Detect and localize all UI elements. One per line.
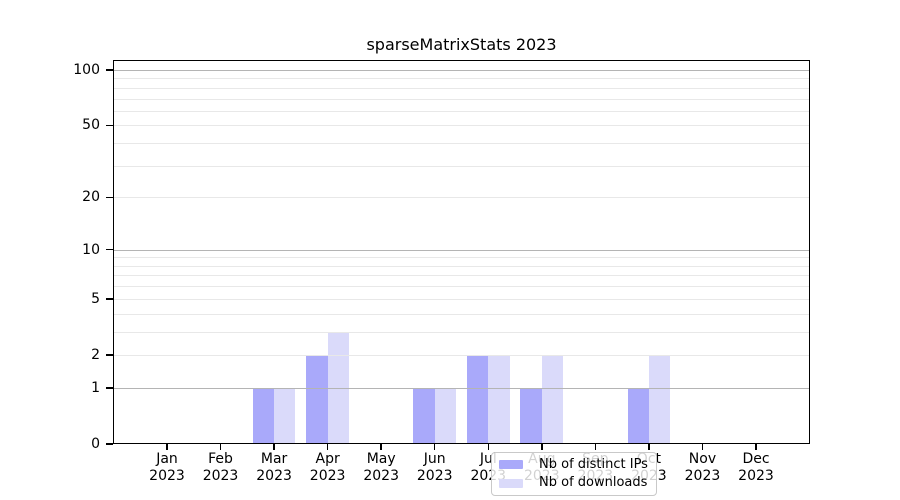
gridline-minor (113, 165, 810, 167)
y-tick-mark (106, 248, 113, 251)
x-tick-mark (326, 444, 329, 450)
gridline-minor (113, 110, 810, 112)
gridline-minor (113, 286, 810, 288)
y-tick-label: 5 (91, 290, 100, 307)
x-tick-label: Apr 2023 (309, 451, 346, 484)
bar-aug-2023-s0 (520, 387, 542, 444)
bar-jul-2023-s1 (488, 354, 510, 444)
gridline-decade (113, 249, 810, 251)
x-tick-mark (594, 444, 597, 450)
plot-area: Nb of distinct IPs Nb of downloads (113, 60, 810, 496)
y-tick-label: 1 (91, 379, 100, 396)
x-tick-mark (648, 444, 650, 450)
y-tick-mark (106, 354, 113, 356)
gridline-minor (113, 87, 810, 89)
bar-jun-2023-s0 (413, 387, 435, 444)
y-tick-label: 50 (82, 117, 100, 134)
gridline-decade (113, 70, 810, 71)
x-tick-label: Jan 2023 (149, 451, 185, 484)
x-tick-label: Dec 2023 (738, 451, 774, 484)
gridline-minor (113, 265, 810, 267)
bar-apr-2023-s1 (327, 331, 350, 444)
gridline-minor (113, 78, 810, 80)
y-tick-mark (106, 443, 113, 445)
bar-jun-2023-s1 (434, 387, 457, 444)
legend-swatch-distinct-ips (499, 460, 523, 470)
gridline-minor (113, 143, 810, 145)
grid-layer (113, 60, 810, 444)
x-tick-mark (541, 444, 543, 450)
y-tick-mark (106, 69, 113, 71)
bar-apr-2023-s0 (306, 354, 328, 444)
gridline-minor (113, 313, 810, 315)
x-tick-label: Jun 2023 (416, 451, 453, 484)
x-tick-label: Feb 2023 (202, 451, 239, 484)
y-tick-mark (106, 196, 113, 199)
y-tick-mark (106, 298, 113, 300)
x-tick-mark (273, 444, 275, 450)
x-tick-mark (219, 444, 222, 450)
x-tick-label: May 2023 (363, 451, 399, 484)
x-tick-mark (755, 444, 757, 450)
bar-mar-2023-s0 (252, 387, 275, 444)
y-tick-mark (106, 387, 113, 389)
gridline-minor (113, 98, 810, 100)
y-tick-label: 2 (91, 346, 100, 363)
y-tick-label: 10 (82, 241, 100, 258)
chart-title: sparseMatrixStats 2023 (366, 35, 557, 54)
x-tick-label: Mar 2023 (256, 451, 292, 484)
legend-entry-downloads: Nb of downloads (499, 474, 656, 492)
y-tick-mark (106, 124, 113, 127)
x-tick-mark (487, 444, 490, 450)
legend: Nb of distinct IPs Nb of downloads (491, 452, 657, 496)
legend-swatch-downloads (499, 478, 523, 488)
y-tick-label: 20 (82, 189, 100, 206)
x-tick-label: Nov 2023 (684, 451, 721, 484)
y-tick-label: 100 (73, 62, 100, 78)
bar-oct-2023-s1 (648, 354, 671, 444)
legend-label-distinct-ips: Nb of distinct IPs (539, 456, 648, 472)
bar-oct-2023-s0 (627, 387, 649, 444)
gridline-minor (113, 257, 810, 259)
bar-mar-2023-s1 (274, 387, 296, 444)
gridline-minor (113, 275, 810, 277)
gridline-minor (113, 125, 810, 127)
legend-label-downloads: Nb of downloads (539, 475, 648, 491)
gridline-minor (113, 197, 810, 199)
gridline-decade (113, 387, 810, 389)
bars-layer (113, 60, 810, 444)
bar-aug-2023-s1 (541, 354, 564, 444)
x-tick-mark (380, 444, 382, 450)
gridline-minor (113, 354, 810, 356)
x-tick-mark (701, 444, 704, 450)
y-tick-label: 0 (91, 436, 100, 452)
x-tick-mark (433, 444, 436, 450)
gridline-minor (113, 331, 810, 333)
gridline-minor (113, 298, 810, 300)
bar-jul-2023-s0 (466, 354, 489, 444)
legend-entry-distinct-ips: Nb of distinct IPs (499, 456, 656, 474)
x-tick-mark (166, 444, 168, 450)
